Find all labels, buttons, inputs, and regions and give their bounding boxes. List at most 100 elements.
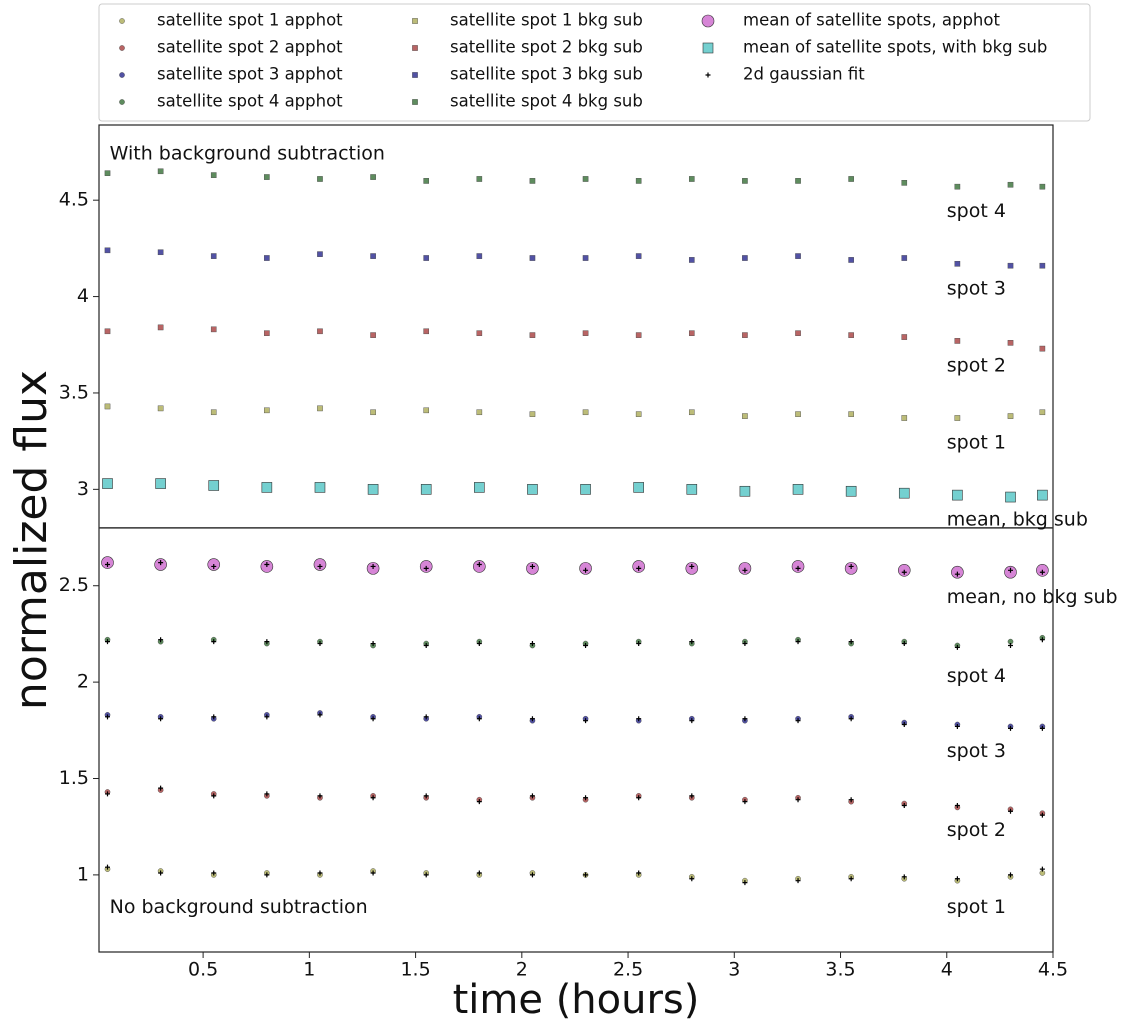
annotation: mean, no bkg sub — [947, 586, 1118, 608]
data-point — [636, 716, 642, 722]
data-point — [264, 872, 270, 878]
data-point — [264, 714, 270, 720]
data-point — [104, 639, 110, 645]
data-point — [795, 878, 801, 884]
data-point — [264, 407, 270, 414]
data-point — [901, 641, 907, 647]
data-point — [795, 639, 801, 645]
data-point — [158, 637, 164, 643]
data-point — [952, 489, 963, 501]
data-point — [954, 723, 960, 729]
data-point — [476, 716, 482, 722]
data-point — [476, 253, 483, 259]
legend-marker — [412, 72, 418, 78]
data-point — [317, 328, 323, 335]
data-point — [529, 332, 536, 338]
data-point — [210, 409, 217, 416]
data-point — [370, 253, 376, 259]
data-point — [211, 793, 217, 799]
data-point — [795, 330, 801, 336]
data-point — [423, 872, 429, 878]
data-point — [954, 183, 961, 190]
data-point — [688, 176, 695, 182]
data-point — [848, 876, 854, 882]
data-point — [1008, 725, 1014, 731]
data-point — [954, 260, 961, 267]
data-point — [423, 642, 429, 648]
data-point — [792, 484, 804, 495]
x-tick-label: 2 — [516, 959, 528, 981]
annotation: No background subtraction — [110, 896, 368, 918]
annotation: spot 3 — [947, 277, 1006, 299]
data-point — [901, 569, 907, 575]
data-point — [314, 482, 326, 493]
data-point — [848, 176, 854, 182]
data-point — [1008, 808, 1014, 814]
legend-label: 2d gaussian fit — [743, 65, 865, 84]
data-point — [742, 178, 748, 184]
annotation: spot 1 — [947, 896, 1006, 918]
x-axis-label: time (hours) — [453, 977, 700, 1023]
data-point — [423, 255, 430, 261]
x-tick-label: 4 — [941, 959, 953, 981]
legend-marker — [701, 14, 715, 28]
data-point — [317, 251, 323, 257]
legend-box — [98, 3, 1091, 122]
data-point — [529, 872, 535, 878]
data-point — [636, 641, 642, 647]
data-point — [635, 178, 642, 184]
data-point — [370, 870, 376, 876]
annotation: mean, bkg sub — [947, 509, 1088, 531]
data-point — [370, 641, 376, 647]
data-point — [211, 870, 217, 876]
y-tick-label: 2 — [77, 671, 89, 693]
data-point — [370, 716, 376, 722]
data-point — [1007, 340, 1014, 346]
data-point — [155, 478, 166, 489]
data-point — [845, 485, 857, 497]
data-point — [102, 478, 113, 489]
data-point — [261, 482, 273, 493]
annotation: spot 4 — [947, 200, 1006, 222]
data-point — [742, 413, 748, 419]
data-point — [264, 639, 270, 645]
data-point — [901, 874, 907, 880]
data-point — [742, 255, 748, 261]
data-point — [1005, 491, 1016, 503]
legend-label: mean of satellite spots, apphot — [743, 11, 1000, 30]
data-point — [1039, 725, 1045, 731]
data-point — [686, 484, 698, 495]
data-point — [529, 255, 536, 261]
data-point — [158, 785, 164, 791]
data-point — [689, 639, 695, 645]
data-point — [104, 247, 111, 254]
data-point — [423, 714, 429, 720]
y-tick-label: 1.5 — [59, 767, 89, 789]
data-point — [583, 718, 589, 724]
data-point — [158, 560, 164, 566]
data-point — [157, 249, 164, 256]
legend-label: mean of satellite spots, with bkg sub — [743, 38, 1047, 57]
legend-label: satellite spot 4 bkg sub — [450, 92, 643, 111]
data-point — [689, 718, 695, 724]
data-point — [633, 482, 644, 493]
data-point — [529, 178, 536, 184]
data-point — [367, 484, 379, 495]
legend-marker — [412, 99, 418, 105]
data-point — [742, 332, 748, 338]
data-point — [264, 330, 270, 336]
data-point — [423, 793, 429, 799]
data-point — [527, 484, 538, 495]
data-point — [580, 484, 591, 495]
data-point — [1039, 183, 1046, 190]
data-point — [636, 795, 642, 801]
y-tick-label: 4 — [77, 285, 89, 307]
data-point — [157, 324, 164, 331]
data-point — [898, 487, 910, 499]
data-point — [954, 415, 961, 421]
data-point — [848, 563, 854, 569]
legend-marker — [702, 42, 714, 54]
legend-label: satellite spot 3 apphot — [157, 65, 343, 84]
